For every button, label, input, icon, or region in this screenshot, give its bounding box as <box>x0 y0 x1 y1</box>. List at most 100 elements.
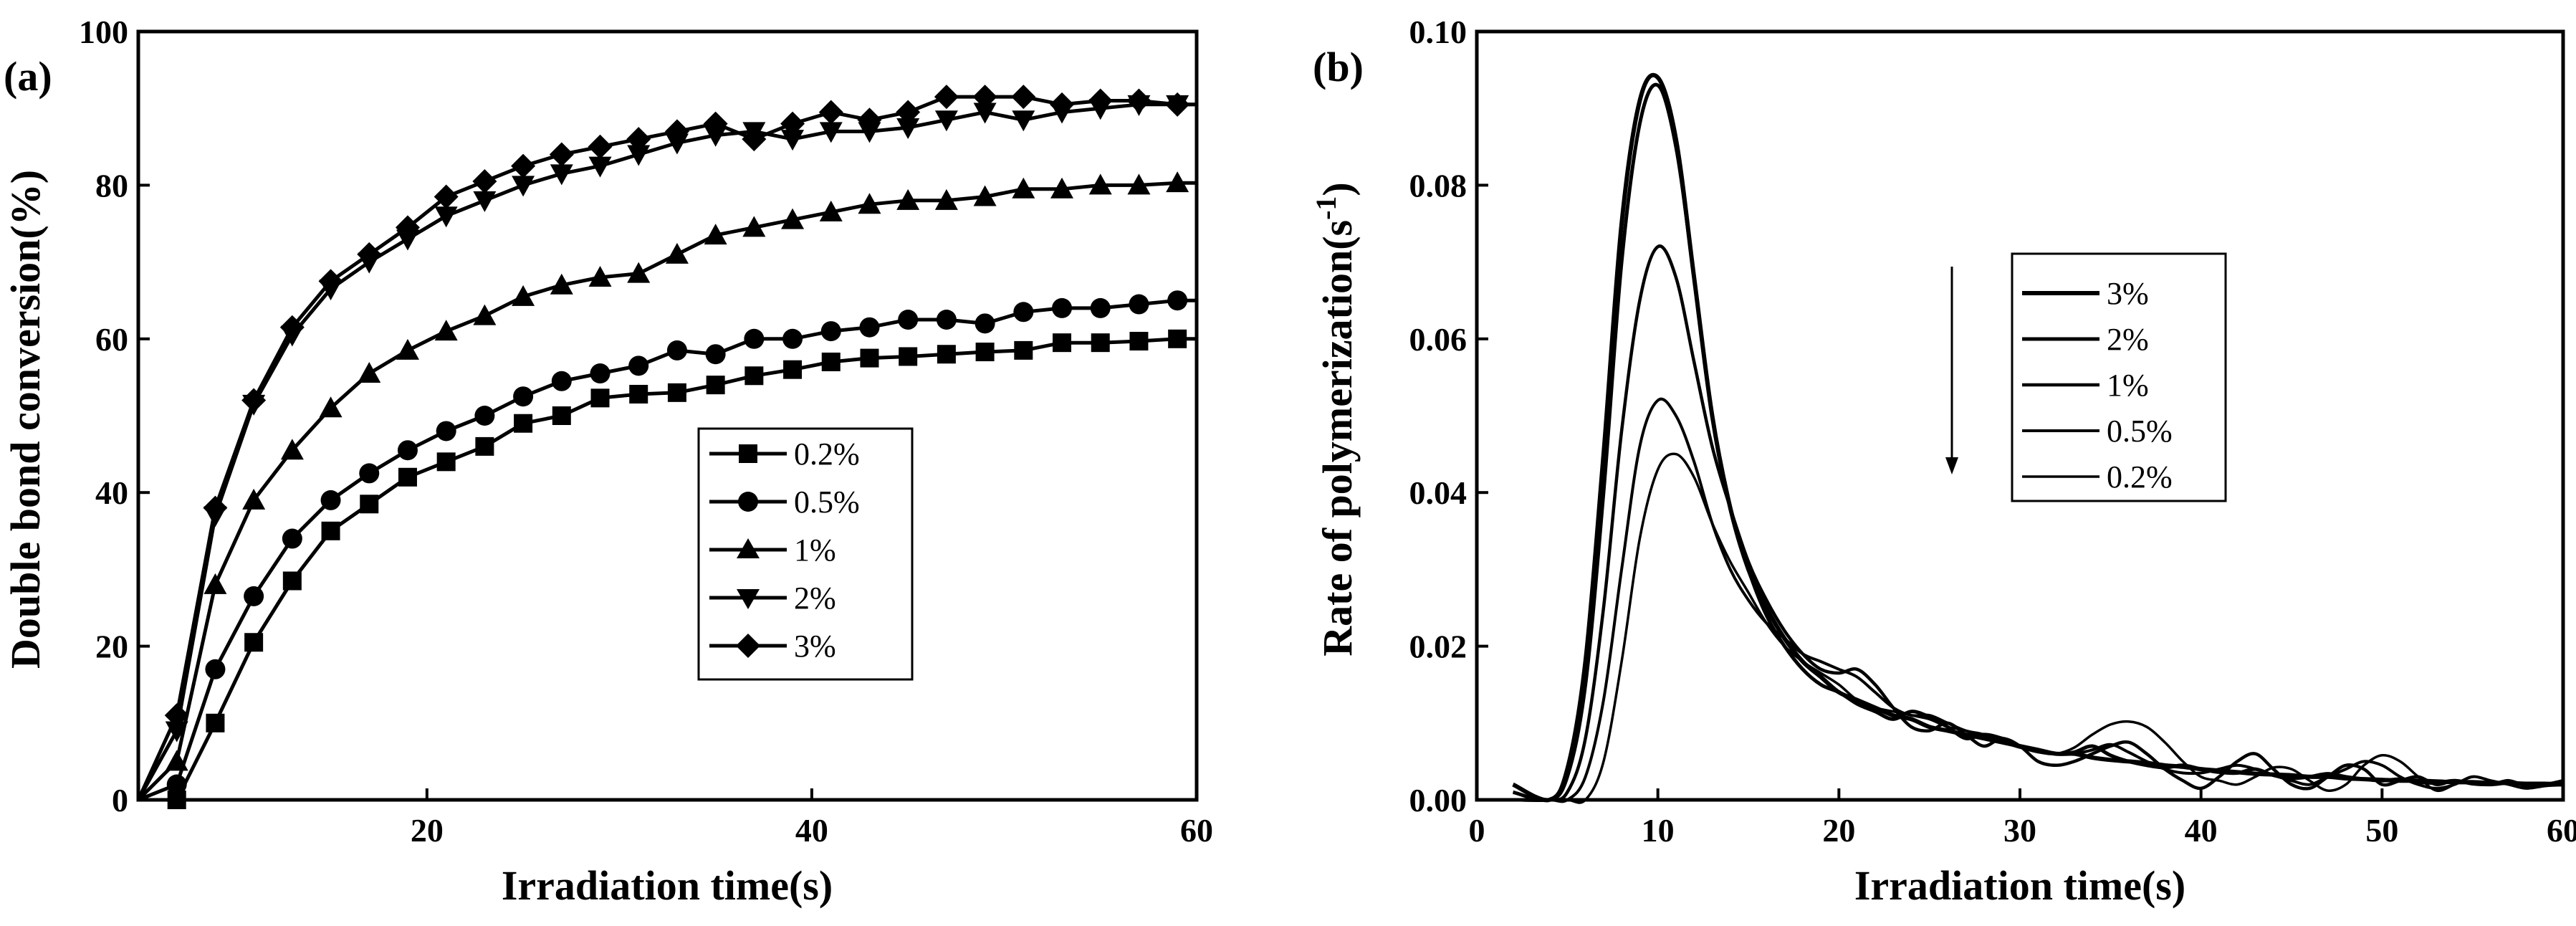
data-point-0.5% <box>744 328 765 349</box>
data-point-0.5% <box>975 313 995 334</box>
panel-a-ticks: 0 20 40 60 80 100 20 40 60 <box>79 14 1213 849</box>
panel-b-legend: 3% 2% 1% 0.5% 0.2% <box>2011 252 2227 502</box>
data-point-0.5% <box>513 386 534 407</box>
data-point-3% <box>896 100 921 125</box>
data-point-0.5% <box>244 586 264 606</box>
panel-a-y-tick-label: 20 <box>95 629 128 665</box>
legend-marker-circle <box>738 492 758 512</box>
data-point-1% <box>550 273 573 295</box>
panel-b-y-tick-label: 0.02 <box>1409 629 1467 665</box>
data-point-0.2% <box>1014 340 1033 360</box>
data-point-2% <box>512 176 535 197</box>
panel-b-x-tick-label: 50 <box>2365 812 2398 849</box>
data-point-0.5% <box>320 490 341 510</box>
data-point-3% <box>1011 85 1036 110</box>
panel-a: Double bond conversion(%) (a) 0 20 40 60 80 1… <box>2 14 1213 909</box>
legend-label-1%: 1% <box>794 533 836 568</box>
legend-label-b-0.2%: 0.2% <box>2107 459 2173 495</box>
panel-a-y-tick-label: 80 <box>95 167 128 204</box>
data-point-0.2% <box>744 366 764 386</box>
data-point-3% <box>395 215 420 240</box>
legend-entry-0.2%: 0.2% <box>709 436 860 472</box>
panel-b-y-tick-label: 0.00 <box>1409 782 1467 818</box>
rate-curve-0.5% <box>1513 397 2564 803</box>
data-point-3% <box>664 119 689 144</box>
data-point-0.5% <box>1052 297 1073 318</box>
data-point-0.2% <box>1053 333 1072 353</box>
data-point-0.5% <box>474 406 495 426</box>
decrease-arrow <box>1945 267 1958 474</box>
data-point-3% <box>511 153 536 178</box>
data-point-0.5% <box>436 421 456 441</box>
panel-a-x-axis-title: Irradiation time(s) <box>502 862 833 909</box>
data-point-1% <box>1166 171 1189 193</box>
data-point-2% <box>1012 110 1035 132</box>
rate-curve-0.2% <box>1513 452 2564 804</box>
data-point-2% <box>896 118 920 139</box>
data-point-0.5% <box>898 310 919 330</box>
data-point-0.2% <box>282 571 302 591</box>
data-point-0.2% <box>244 633 264 652</box>
data-point-0.5% <box>936 310 957 330</box>
data-point-0.5% <box>820 321 841 342</box>
data-point-0.2% <box>436 452 456 472</box>
data-point-3% <box>241 388 267 413</box>
data-point-0.2% <box>1168 329 1187 348</box>
data-point-1% <box>319 396 343 418</box>
data-point-1% <box>358 362 381 383</box>
data-point-1% <box>896 188 920 210</box>
panel-b-x-tick-label: 20 <box>1822 812 1855 849</box>
legend-entry-b-1%: 1% <box>2022 368 2149 403</box>
legend-label-0.2%: 0.2% <box>794 436 860 472</box>
data-point-0.5% <box>359 463 380 484</box>
data-point-2% <box>934 110 958 132</box>
panel-b-y-tick-label: 0.10 <box>1409 14 1467 50</box>
data-point-1% <box>934 188 958 210</box>
data-point-3% <box>357 242 382 267</box>
data-point-1% <box>781 208 805 229</box>
data-point-2% <box>434 206 458 228</box>
data-point-3% <box>742 127 767 152</box>
data-point-0.2% <box>360 495 379 514</box>
data-point-2% <box>819 122 843 143</box>
data-point-1% <box>858 193 881 214</box>
data-point-0.2% <box>629 384 648 404</box>
data-point-0.2% <box>706 376 725 395</box>
data-point-2% <box>665 133 689 155</box>
data-point-0.2% <box>975 343 995 362</box>
data-point-0.5% <box>282 528 302 549</box>
panel-a-x-tick-label: 60 <box>1180 812 1213 849</box>
panel-b-y-axis-title-main: Rate of polymerization(s <box>1314 220 1361 657</box>
data-point-0.5% <box>205 659 226 679</box>
data-point-1% <box>434 320 458 341</box>
data-point-0.5% <box>666 340 687 361</box>
data-point-0.2% <box>206 713 225 732</box>
panel-a-y-tick-label: 40 <box>95 474 128 511</box>
data-point-0.2% <box>899 347 918 366</box>
data-point-0.5% <box>551 371 572 391</box>
legend-entry-b-3%: 3% <box>2022 276 2149 311</box>
data-point-1% <box>588 266 612 287</box>
legend-entry-0.5%: 0.5% <box>709 485 860 520</box>
data-point-2% <box>588 156 612 178</box>
panel-a-x-tick-label: 20 <box>411 812 444 849</box>
data-point-0.2% <box>321 521 340 540</box>
data-point-2% <box>550 164 573 186</box>
data-point-1% <box>280 439 304 460</box>
legend-label-2%: 2% <box>794 581 836 616</box>
panel-b-y-axis-title: Rate of polymerization(s-1) <box>1310 182 1361 657</box>
legend-entry-b-2%: 2% <box>2022 322 2149 357</box>
data-point-1% <box>512 285 535 306</box>
data-point-1% <box>473 304 497 325</box>
data-point-3% <box>279 315 305 340</box>
data-point-0.2% <box>475 436 494 456</box>
data-point-0.5% <box>859 317 880 338</box>
data-point-0.5% <box>1013 302 1034 323</box>
panel-a-y-tick-label: 0 <box>112 782 128 818</box>
data-point-3% <box>857 108 882 133</box>
data-point-2% <box>627 145 651 166</box>
panel-a-plot-frame <box>136 29 1199 802</box>
panel-b-y-axis-title-end: ) <box>1314 182 1361 196</box>
legend-entry-b-0.2%: 0.2% <box>2022 459 2173 495</box>
data-point-2% <box>704 125 727 147</box>
